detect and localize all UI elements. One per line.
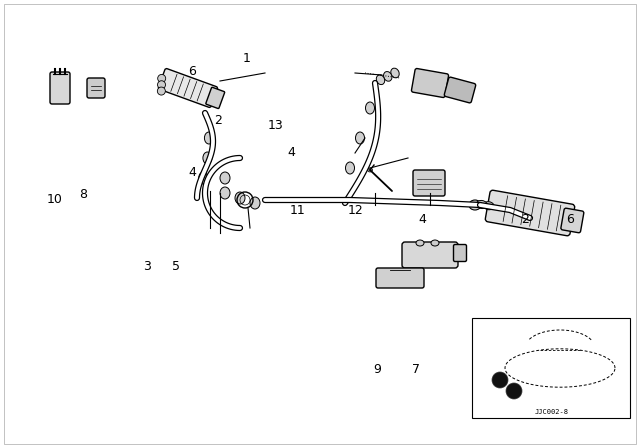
FancyBboxPatch shape <box>402 242 458 268</box>
Ellipse shape <box>235 192 245 204</box>
Text: 5: 5 <box>172 260 180 273</box>
Ellipse shape <box>376 75 385 85</box>
FancyBboxPatch shape <box>444 77 476 103</box>
Bar <box>472 318 630 418</box>
Circle shape <box>157 74 166 82</box>
Text: 4: 4 <box>419 213 426 226</box>
FancyBboxPatch shape <box>413 170 445 196</box>
Text: 4: 4 <box>188 166 196 179</box>
Circle shape <box>492 372 508 388</box>
FancyBboxPatch shape <box>561 208 584 233</box>
Circle shape <box>157 87 165 95</box>
FancyBboxPatch shape <box>454 245 467 262</box>
FancyBboxPatch shape <box>376 268 424 288</box>
Circle shape <box>157 81 166 89</box>
Text: 6: 6 <box>566 213 573 226</box>
Ellipse shape <box>198 172 208 184</box>
Ellipse shape <box>220 187 230 199</box>
Text: 12: 12 <box>348 204 363 217</box>
Text: 13: 13 <box>268 119 283 132</box>
Ellipse shape <box>355 132 365 144</box>
Text: 2: 2 <box>214 114 221 128</box>
FancyBboxPatch shape <box>50 72 70 104</box>
FancyBboxPatch shape <box>412 69 449 98</box>
Ellipse shape <box>346 162 355 174</box>
Circle shape <box>506 383 522 399</box>
Text: 1: 1 <box>243 52 250 65</box>
Text: JJC002-8: JJC002-8 <box>535 409 569 415</box>
Ellipse shape <box>220 172 230 184</box>
Ellipse shape <box>416 240 424 246</box>
Ellipse shape <box>431 240 439 246</box>
FancyBboxPatch shape <box>206 87 225 108</box>
Text: 9: 9 <box>374 363 381 376</box>
Ellipse shape <box>203 152 212 164</box>
Ellipse shape <box>469 200 481 210</box>
Ellipse shape <box>365 102 374 114</box>
Text: 11: 11 <box>290 204 305 217</box>
Text: 2: 2 <box>521 213 529 226</box>
Text: 10: 10 <box>47 193 62 206</box>
Text: 3: 3 <box>143 260 151 273</box>
Ellipse shape <box>391 68 399 78</box>
Ellipse shape <box>476 200 487 209</box>
Ellipse shape <box>204 132 213 144</box>
Text: 7: 7 <box>412 363 420 376</box>
FancyBboxPatch shape <box>87 78 105 98</box>
Text: 6: 6 <box>188 65 196 78</box>
FancyBboxPatch shape <box>159 69 218 108</box>
Text: 8: 8 <box>79 188 87 202</box>
Text: 4: 4 <box>287 146 295 159</box>
Ellipse shape <box>250 197 260 209</box>
FancyBboxPatch shape <box>485 190 575 236</box>
Ellipse shape <box>483 202 494 210</box>
Ellipse shape <box>367 168 372 172</box>
Ellipse shape <box>383 72 392 81</box>
